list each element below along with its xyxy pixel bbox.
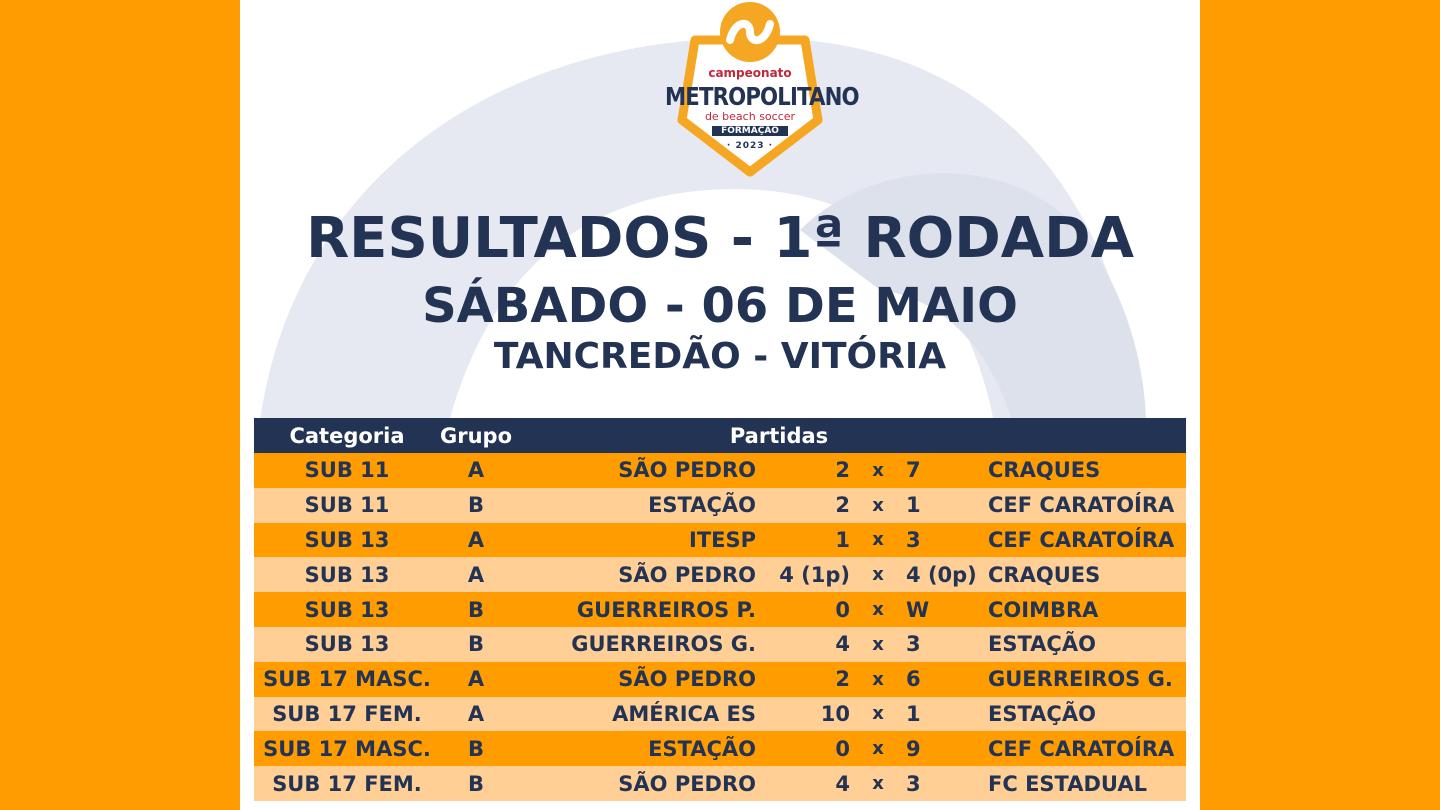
header-category: Categoria — [254, 418, 440, 453]
versus-cell: x — [850, 453, 907, 488]
home-team-cell: AMÉRICA ES — [512, 696, 763, 732]
category-cell: SUB 13 — [254, 592, 440, 627]
away-team-cell: CEF CARATOÍRA — [988, 487, 1186, 523]
away-team-cell: CEF CARATOÍRA — [988, 731, 1186, 767]
category-cell: SUB 17 FEM. — [254, 696, 440, 732]
versus-cell: x — [850, 696, 907, 732]
versus-cell: x — [850, 626, 907, 662]
table-row: SUB 17 FEM. B SÃO PEDRO 4 x 3 FC ESTADUAL — [254, 766, 1186, 801]
home-team-cell: ITESP — [512, 522, 763, 558]
home-score-cell: 4 (1p) — [762, 557, 851, 593]
category-cell: SUB 13 — [254, 522, 440, 558]
away-team-cell: ESTAÇÃO — [988, 696, 1186, 732]
header-matches: Partidas — [512, 418, 1186, 453]
versus-cell: x — [850, 731, 907, 767]
away-score-cell: 3 — [906, 766, 989, 801]
group-cell: B — [440, 766, 513, 801]
home-team-cell: SÃO PEDRO — [512, 661, 763, 697]
home-team-cell: GUERREIROS G. — [512, 626, 763, 662]
versus-cell: x — [850, 766, 907, 801]
home-team-cell: SÃO PEDRO — [512, 557, 763, 593]
category-cell: SUB 13 — [254, 626, 440, 662]
tournament-logo: campeonato METROPOLITANO de beach soccer… — [650, 0, 860, 180]
date-heading: SÁBADO - 06 DE MAIO — [422, 278, 1018, 334]
away-score-cell: 3 — [906, 626, 989, 662]
versus-cell: x — [850, 661, 907, 697]
home-score-cell: 2 — [762, 661, 851, 697]
table-row: SUB 13 B GUERREIROS P. 0 x W COIMBRA — [254, 592, 1186, 627]
away-score-cell: 6 — [906, 661, 989, 697]
home-score-cell: 4 — [762, 626, 851, 662]
logo-text: campeonato — [708, 66, 792, 80]
table-row: SUB 17 MASC. A SÃO PEDRO 2 x 6 GUERREIROS G. — [254, 661, 1186, 697]
away-score-cell: 7 — [906, 453, 989, 488]
away-team-cell: CRAQUES — [988, 453, 1186, 488]
versus-cell: x — [850, 487, 907, 523]
group-cell: B — [440, 592, 513, 627]
results-table: Categoria Grupo Partidas SUB 11 A SÃO PEDR… — [254, 418, 1186, 801]
home-score-cell: 2 — [762, 453, 851, 488]
logo-text: METROPOLITANO — [665, 82, 860, 111]
table-row: SUB 17 MASC. B ESTAÇÃO 0 x 9 CEF CARATOÍRA — [254, 731, 1186, 767]
away-team-cell: GUERREIROS G. — [988, 661, 1186, 697]
group-cell: B — [440, 626, 513, 662]
category-cell: SUB 11 — [254, 487, 440, 523]
table-row: SUB 13 A ITESP 1 x 3 CEF CARATOÍRA — [254, 522, 1186, 558]
away-score-cell: W — [906, 592, 989, 627]
table-row: SUB 13 A SÃO PEDRO 4 (1p) x 4 (0p) CRAQUES — [254, 557, 1186, 593]
home-team-cell: SÃO PEDRO — [512, 453, 763, 488]
category-cell: SUB 11 — [254, 453, 440, 488]
page-title: RESULTADOS - 1ª RODADA — [306, 206, 1134, 271]
header-group: Grupo — [440, 418, 513, 453]
home-score-cell: 0 — [762, 731, 851, 767]
table-row: SUB 11 A SÃO PEDRO 2 x 7 CRAQUES — [254, 453, 1186, 488]
away-score-cell: 9 — [906, 731, 989, 767]
category-cell: SUB 17 MASC. — [254, 731, 440, 767]
logo-text: de beach soccer — [704, 110, 796, 123]
group-cell: B — [440, 731, 513, 767]
group-cell: A — [440, 453, 513, 488]
away-team-cell: CEF CARATOÍRA — [988, 522, 1186, 558]
home-score-cell: 2 — [762, 487, 851, 523]
home-score-cell: 4 — [762, 766, 851, 801]
group-cell: A — [440, 522, 513, 558]
home-score-cell: 10 — [762, 696, 851, 732]
table-row: SUB 11 B ESTAÇÃO 2 x 1 CEF CARATOÍRA — [254, 487, 1186, 523]
home-score-cell: 1 — [762, 522, 851, 558]
versus-cell: x — [850, 522, 907, 558]
group-cell: B — [440, 487, 513, 523]
away-team-cell: COIMBRA — [988, 592, 1186, 627]
versus-cell: x — [850, 592, 907, 627]
away-score-cell: 1 — [906, 696, 989, 732]
away-score-cell: 4 (0p) — [906, 557, 989, 593]
home-team-cell: SÃO PEDRO — [512, 766, 763, 801]
home-team-cell: GUERREIROS P. — [512, 592, 763, 627]
category-cell: SUB 17 MASC. — [254, 661, 440, 697]
results-poster: campeonato METROPOLITANO de beach soccer… — [240, 0, 1200, 810]
away-team-cell: ESTAÇÃO — [988, 626, 1186, 662]
away-team-cell: FC ESTADUAL — [988, 766, 1186, 801]
versus-cell: x — [850, 557, 907, 593]
background-watermark — [260, 37, 1147, 460]
home-team-cell: ESTAÇÃO — [512, 487, 763, 523]
away-score-cell: 1 — [906, 487, 989, 523]
table-row: SUB 13 B GUERREIROS G. 4 x 3 ESTAÇÃO — [254, 626, 1186, 662]
category-cell: SUB 13 — [254, 557, 440, 593]
logo-text: · 2023 · — [726, 141, 774, 151]
category-cell: SUB 17 FEM. — [254, 766, 440, 801]
group-cell: A — [440, 661, 513, 697]
table-row: SUB 17 FEM. A AMÉRICA ES 10 x 1 ESTAÇÃO — [254, 696, 1186, 732]
home-score-cell: 0 — [762, 592, 851, 627]
group-cell: A — [440, 557, 513, 593]
home-team-cell: ESTAÇÃO — [512, 731, 763, 767]
logo-text: FORMAÇÃO — [712, 126, 788, 136]
away-team-cell: CRAQUES — [988, 557, 1186, 593]
group-cell: A — [440, 696, 513, 732]
away-score-cell: 3 — [906, 522, 989, 558]
venue-heading: TANCREDÃO - VITÓRIA — [493, 336, 947, 377]
table-header: Categoria Grupo Partidas — [254, 418, 1186, 453]
